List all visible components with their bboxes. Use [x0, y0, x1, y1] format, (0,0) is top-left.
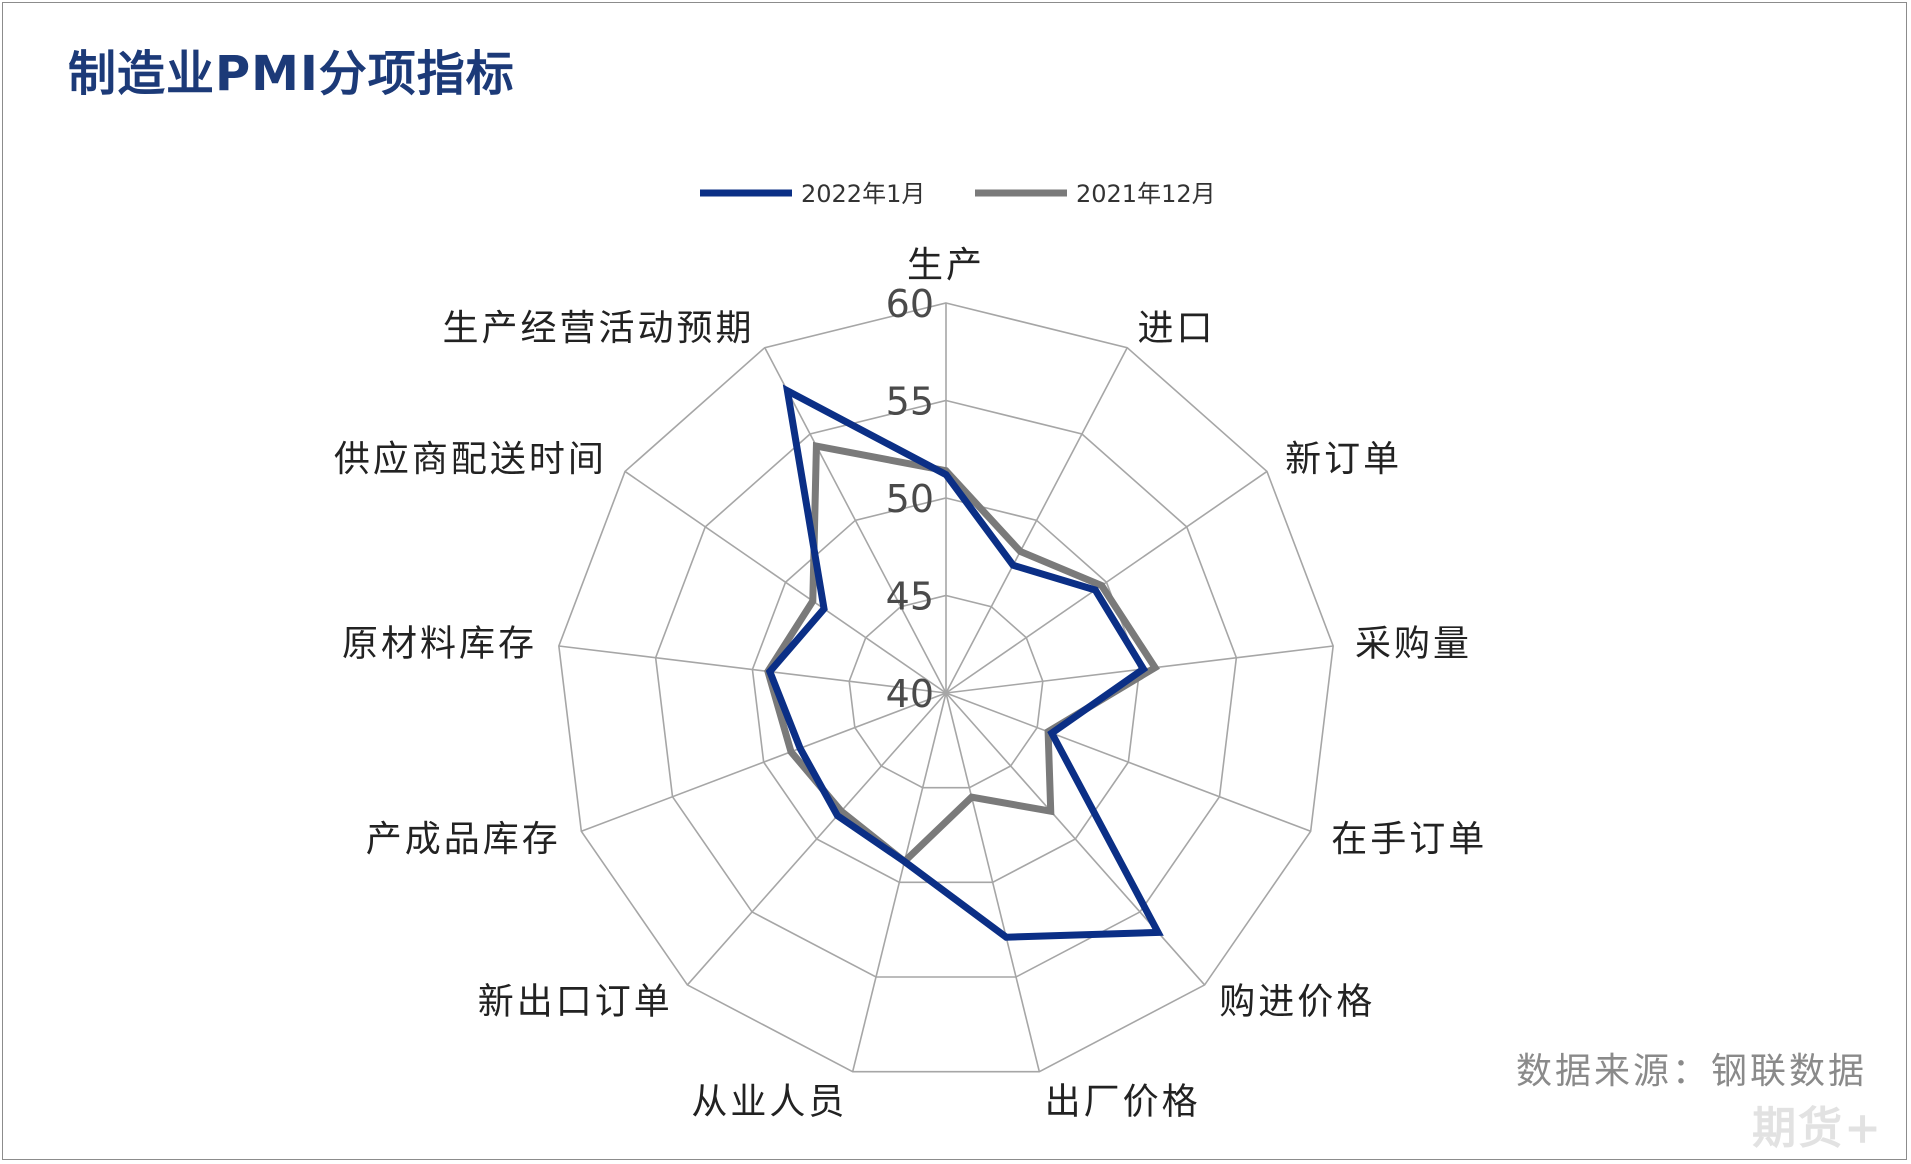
spoke-1 — [945, 347, 1128, 694]
data-source-note: 数据来源：钢联数据 — [1515, 1051, 1867, 1092]
series-lines — [764, 384, 1164, 941]
spoke-5 — [945, 692, 1206, 986]
grid-ring-55 — [654, 399, 1238, 978]
legend-label-1: 2021年12月 — [1076, 180, 1216, 208]
category-label: 新出口订单 — [478, 981, 673, 1022]
category-label: 生产经营活动预期 — [443, 308, 755, 349]
grid-ring-45 — [848, 594, 1044, 789]
series-line-1 — [764, 441, 1160, 867]
radial-tick-label: 50 — [886, 477, 934, 521]
spoke-4 — [945, 692, 1311, 833]
radial-tick-labels: 40 45 50 55 60 — [886, 282, 934, 716]
grid-ring-60 — [558, 302, 1334, 1073]
series-line-0 — [765, 384, 1164, 941]
legend: 2022年1月 2021年12月 — [700, 180, 1216, 208]
radial-tick-label: 60 — [886, 282, 934, 326]
category-label: 原材料库存 — [342, 623, 537, 664]
legend-label-0: 2022年1月 — [801, 180, 925, 208]
radial-tick-label: 45 — [886, 575, 934, 619]
radial-tick-label: 55 — [886, 380, 934, 424]
spoke-6 — [945, 692, 1041, 1072]
category-label: 采购量 — [1355, 623, 1472, 664]
spoke-11 — [624, 470, 947, 694]
chart-title: 制造业PMI分项指标 — [68, 46, 515, 102]
category-label: 出厂价格 — [1045, 1082, 1201, 1123]
spoke-8 — [686, 692, 947, 986]
spoke-12 — [764, 347, 947, 694]
category-label: 从业人员 — [691, 1082, 847, 1123]
category-label: 购进价格 — [1219, 981, 1375, 1022]
spoke-9 — [581, 692, 947, 833]
category-label: 供应商配送时间 — [334, 439, 607, 480]
category-label: 生产 — [907, 245, 985, 286]
category-label: 产成品库存 — [366, 819, 561, 860]
category-label: 在手订单 — [1331, 819, 1487, 860]
spoke-7 — [851, 692, 947, 1072]
spoke-2 — [945, 470, 1268, 694]
category-label: 新订单 — [1285, 439, 1402, 480]
radial-tick-label: 40 — [886, 672, 934, 716]
spoke-10 — [558, 645, 947, 694]
watermark: 期货+ — [1752, 1103, 1883, 1154]
category-label: 进口 — [1137, 308, 1215, 349]
radar-grid — [558, 302, 1334, 1073]
